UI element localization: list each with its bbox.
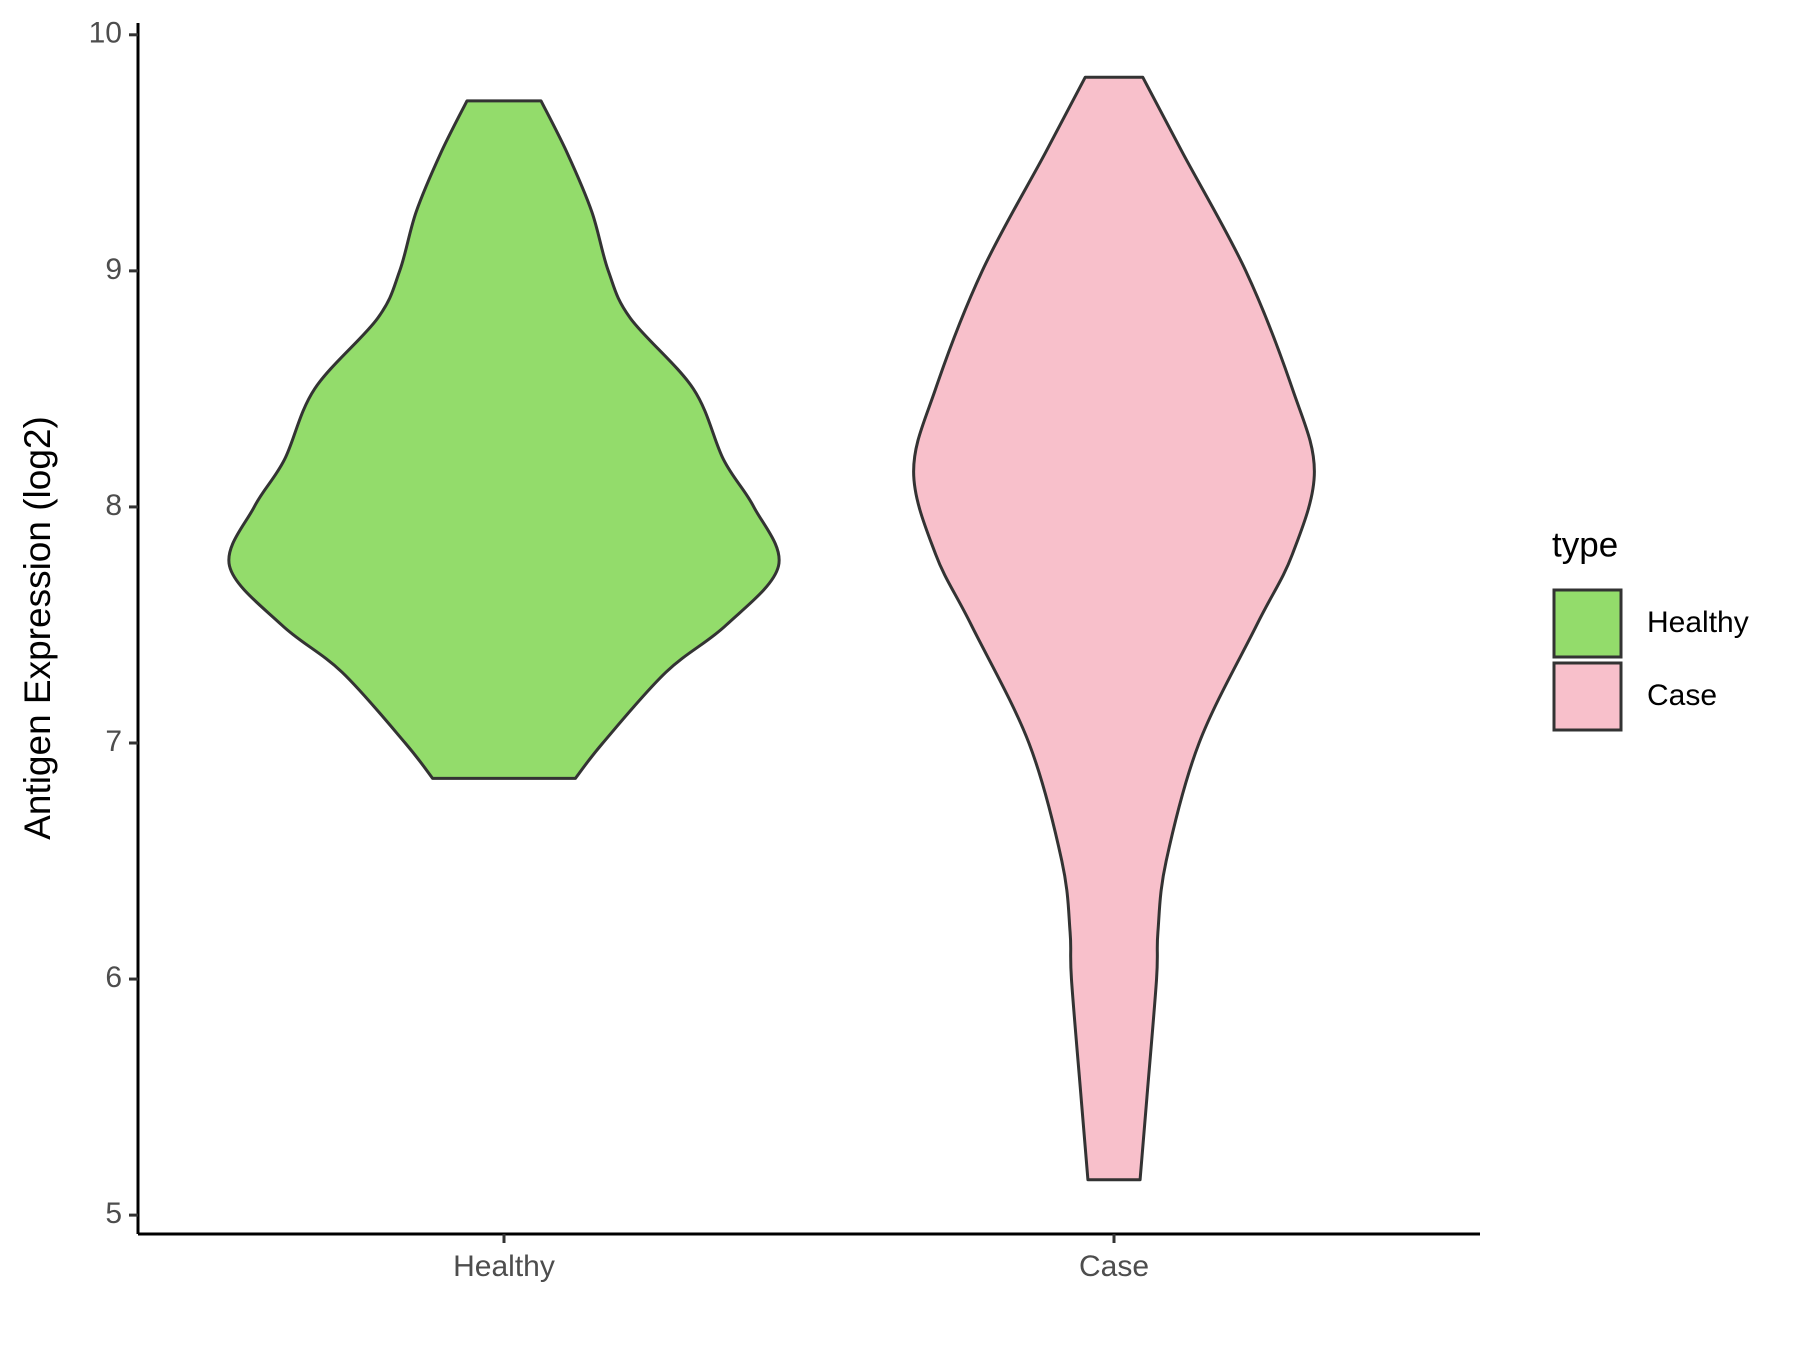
violin — [912, 75, 1316, 1182]
y-tick-label: 6 — [105, 961, 122, 994]
violin — [227, 99, 781, 780]
x-tick-label: Case — [1079, 1250, 1149, 1283]
y-tick-label: 10 — [89, 17, 122, 50]
legend-title: type — [1552, 525, 1618, 564]
legend-key — [1552, 588, 1623, 659]
y-tick-label: 8 — [105, 489, 122, 522]
y-tick-label: 5 — [105, 1197, 122, 1230]
legend-label: Case — [1647, 679, 1717, 712]
legend-key — [1552, 661, 1623, 732]
legend-label: Healthy — [1647, 606, 1749, 639]
y-axis-label: Antigen Expression (log2) — [17, 416, 58, 840]
x-tick-label: Healthy — [453, 1250, 555, 1283]
y-tick-label: 7 — [105, 725, 122, 758]
y-tick-label: 9 — [105, 253, 122, 286]
